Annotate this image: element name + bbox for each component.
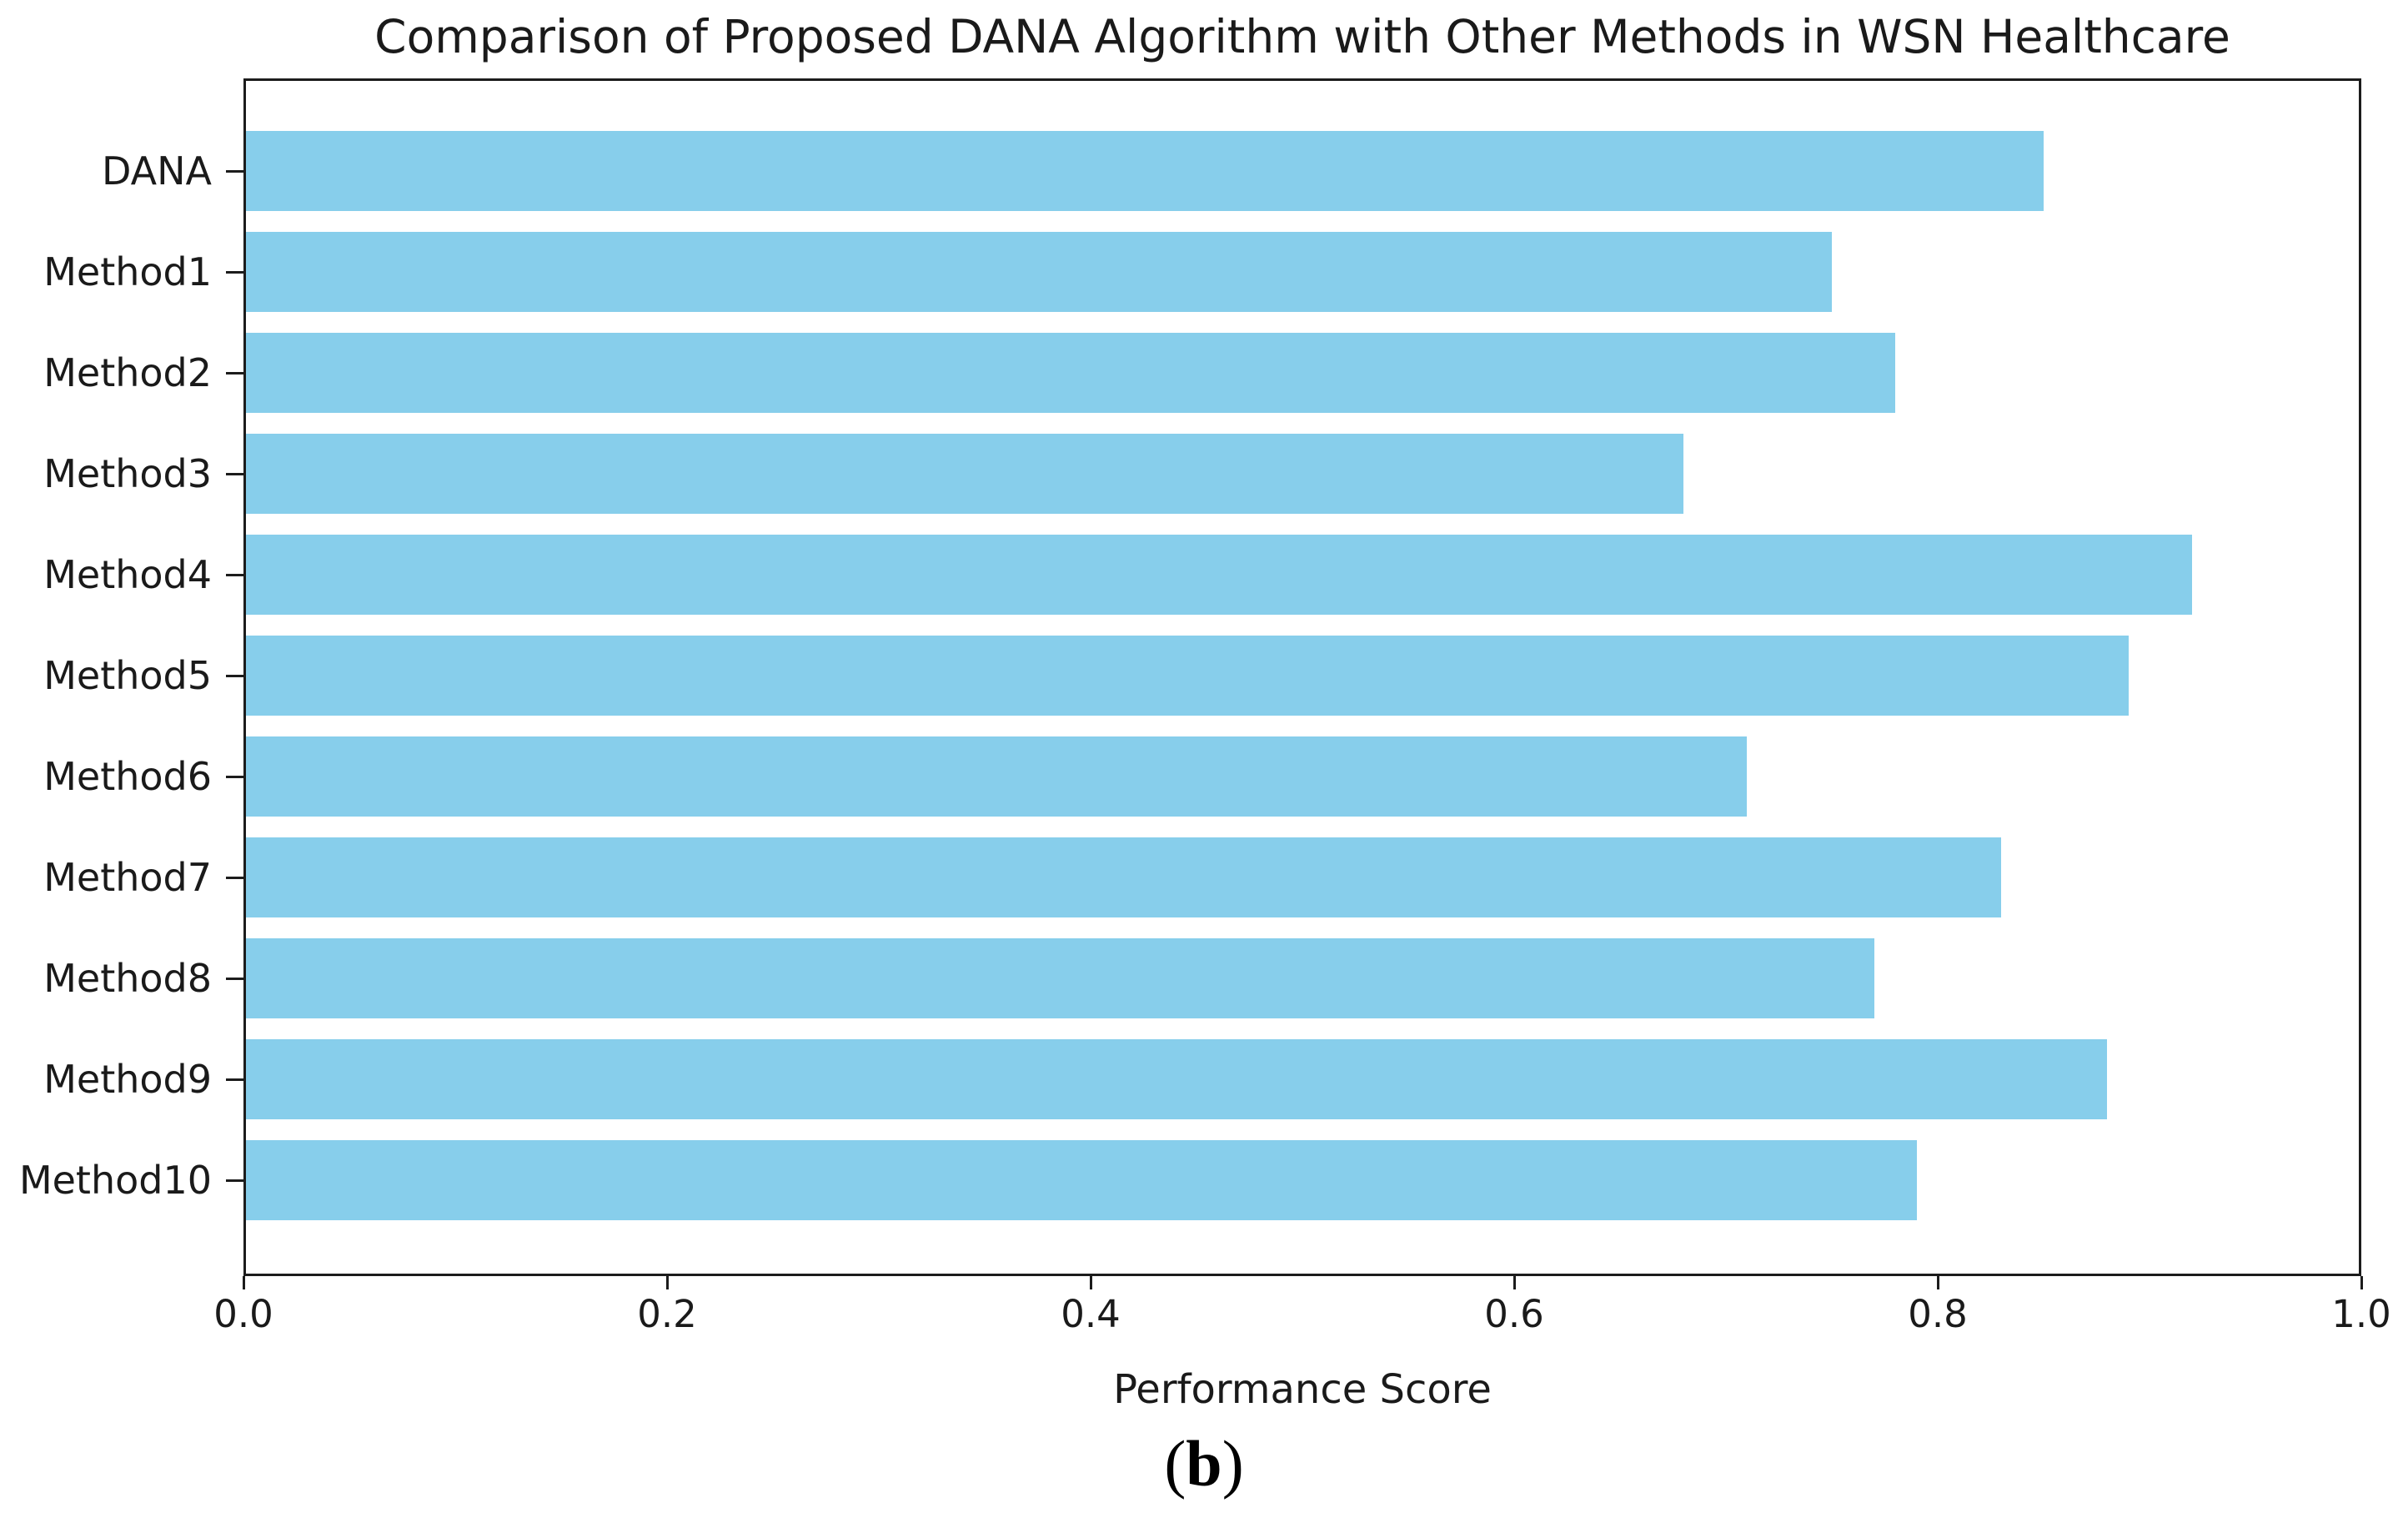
x-axis-title: Performance Score	[1113, 1366, 1492, 1413]
bar-method10	[243, 1140, 1917, 1220]
bar-method1	[243, 232, 1832, 312]
x-tick-label: 0.0	[213, 1292, 273, 1336]
x-tick-mark	[243, 1276, 245, 1289]
y-tick-label-method5: Method5	[43, 653, 212, 698]
y-tick-label-method10: Method10	[18, 1158, 212, 1203]
bar-method8	[243, 938, 1874, 1018]
y-tick-mark	[226, 978, 243, 980]
x-tick-mark	[666, 1276, 669, 1289]
y-tick-label-dana: DANA	[102, 148, 212, 194]
caption-letter: b	[1186, 1427, 1222, 1500]
y-tick-mark	[226, 776, 243, 778]
bar-method6	[243, 736, 1747, 817]
y-tick-label-method6: Method6	[43, 754, 212, 799]
y-tick-label-method2: Method2	[43, 350, 212, 395]
bar-method3	[243, 434, 1683, 514]
bar-method4	[243, 535, 2192, 615]
chart-title: Comparison of Proposed DANA Algorithm wi…	[374, 10, 2230, 63]
bar-dana	[243, 131, 2044, 211]
y-tick-label-method4: Method4	[43, 552, 212, 597]
y-tick-mark	[226, 877, 243, 879]
figure-caption: (b)	[0, 1418, 2408, 1510]
caption-close-paren: )	[1222, 1427, 1244, 1500]
x-tick-label: 1.0	[2331, 1292, 2391, 1336]
bar-method7	[243, 837, 2001, 917]
y-tick-mark	[226, 675, 243, 677]
x-tick-mark	[1090, 1276, 1092, 1289]
bar-method5	[243, 636, 2129, 716]
x-tick-label: 0.2	[637, 1292, 697, 1336]
y-tick-mark	[226, 574, 243, 576]
bar-method9	[243, 1039, 2107, 1119]
y-tick-mark	[226, 1179, 243, 1182]
bar-method2	[243, 333, 1895, 413]
y-tick-mark	[226, 372, 243, 374]
y-tick-label-method7: Method7	[43, 855, 212, 900]
y-tick-mark	[226, 1078, 243, 1081]
x-tick-mark	[2360, 1276, 2363, 1289]
x-tick-mark	[1937, 1276, 1939, 1289]
y-tick-mark	[226, 170, 243, 173]
y-tick-label-method3: Method3	[43, 451, 212, 496]
y-tick-label-method9: Method9	[43, 1057, 212, 1102]
caption-open-paren: (	[1164, 1427, 1186, 1500]
y-tick-mark	[226, 473, 243, 475]
y-tick-label-method8: Method8	[43, 956, 212, 1001]
y-tick-mark	[226, 271, 243, 274]
x-tick-label: 0.6	[1484, 1292, 1544, 1336]
x-tick-label: 0.4	[1061, 1292, 1121, 1336]
x-tick-label: 0.8	[1908, 1292, 1968, 1336]
plot-area	[243, 78, 2361, 1276]
y-tick-label-method1: Method1	[43, 249, 212, 294]
x-tick-mark	[1513, 1276, 1516, 1289]
